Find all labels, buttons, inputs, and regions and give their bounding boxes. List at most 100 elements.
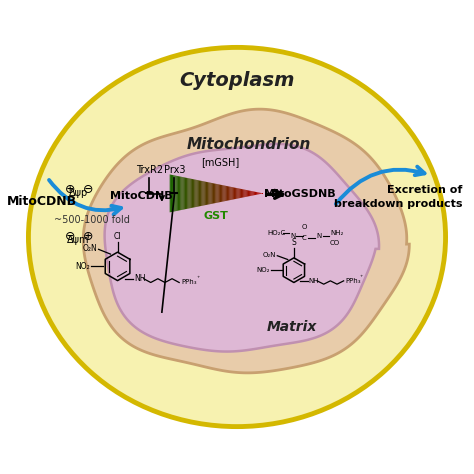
Polygon shape [197, 180, 198, 207]
Text: ~500-1000 fold: ~500-1000 fold [55, 215, 130, 225]
Polygon shape [170, 174, 171, 212]
Polygon shape [238, 189, 240, 198]
Polygon shape [242, 189, 243, 198]
Polygon shape [221, 185, 222, 202]
Text: ⊕: ⊕ [65, 183, 75, 196]
Polygon shape [261, 193, 262, 194]
Polygon shape [228, 186, 229, 201]
Polygon shape [194, 180, 195, 208]
Text: Mitochondrion: Mitochondrion [187, 137, 311, 152]
Text: Δψp: Δψp [69, 188, 88, 198]
Text: Cytoplasm: Cytoplasm [179, 71, 295, 90]
Polygon shape [190, 179, 191, 209]
Polygon shape [188, 178, 190, 209]
Text: N: N [317, 233, 322, 238]
Polygon shape [237, 188, 238, 199]
Text: GST: GST [203, 211, 228, 221]
Text: MitoCDNB: MitoCDNB [110, 191, 173, 201]
Text: N: N [290, 233, 295, 238]
Text: PPh₃: PPh₃ [181, 280, 197, 285]
Polygon shape [257, 192, 258, 195]
Polygon shape [234, 188, 235, 200]
Polygon shape [227, 186, 228, 201]
Polygon shape [213, 183, 214, 204]
Text: O₂N: O₂N [263, 252, 276, 258]
Polygon shape [219, 184, 220, 202]
Polygon shape [247, 190, 248, 197]
Polygon shape [83, 109, 410, 373]
Polygon shape [225, 186, 226, 201]
Polygon shape [175, 176, 177, 211]
Polygon shape [226, 186, 227, 201]
Polygon shape [200, 181, 201, 206]
Polygon shape [171, 175, 172, 212]
Polygon shape [173, 175, 174, 212]
Text: Δψm: Δψm [67, 235, 90, 246]
Polygon shape [256, 192, 257, 195]
Polygon shape [245, 190, 246, 197]
Text: O₂N: O₂N [82, 244, 97, 253]
Polygon shape [218, 184, 219, 203]
Text: PPh₃: PPh₃ [345, 278, 361, 284]
Polygon shape [246, 190, 247, 197]
Polygon shape [214, 183, 215, 203]
Polygon shape [241, 189, 242, 198]
Polygon shape [184, 177, 185, 210]
Polygon shape [243, 190, 245, 197]
Polygon shape [254, 191, 255, 195]
Polygon shape [172, 175, 173, 212]
Polygon shape [216, 184, 218, 203]
Polygon shape [249, 191, 250, 196]
Polygon shape [229, 187, 230, 200]
Polygon shape [248, 191, 249, 197]
Polygon shape [195, 180, 197, 207]
Text: NH: NH [134, 274, 146, 283]
Text: MitoGSDNB: MitoGSDNB [264, 189, 336, 200]
Polygon shape [193, 179, 194, 208]
Polygon shape [203, 182, 205, 206]
Polygon shape [179, 176, 180, 210]
Text: Matrix: Matrix [266, 320, 317, 334]
Polygon shape [250, 191, 251, 196]
Polygon shape [223, 185, 225, 201]
Text: Excretion of: Excretion of [387, 184, 462, 195]
Text: NH₂: NH₂ [330, 230, 343, 236]
Text: Cl: Cl [114, 232, 121, 241]
Polygon shape [185, 178, 186, 210]
Polygon shape [187, 178, 188, 209]
Text: [mGSH]: [mGSH] [201, 157, 239, 167]
Text: ⊕: ⊕ [83, 230, 93, 244]
Polygon shape [215, 184, 216, 203]
Polygon shape [258, 192, 260, 194]
Polygon shape [207, 182, 208, 205]
Polygon shape [208, 182, 210, 205]
Polygon shape [210, 183, 212, 204]
Polygon shape [191, 179, 192, 208]
Polygon shape [235, 188, 236, 199]
Polygon shape [205, 182, 206, 205]
Text: Prx3: Prx3 [164, 165, 185, 175]
Polygon shape [236, 188, 237, 199]
Text: ⊖: ⊖ [83, 183, 93, 196]
Polygon shape [180, 177, 182, 210]
Polygon shape [251, 191, 253, 196]
Text: breakdown products: breakdown products [334, 199, 462, 209]
Polygon shape [232, 187, 233, 200]
Polygon shape [192, 179, 193, 208]
Polygon shape [199, 181, 200, 207]
Text: S: S [292, 238, 296, 247]
Polygon shape [174, 175, 175, 211]
Polygon shape [206, 182, 207, 205]
Text: TrxR2: TrxR2 [136, 165, 163, 175]
Text: NH: NH [309, 278, 319, 284]
Polygon shape [201, 181, 202, 206]
Ellipse shape [28, 47, 446, 427]
Text: ⁺: ⁺ [359, 275, 363, 280]
Polygon shape [202, 181, 203, 206]
Text: ⊖: ⊖ [65, 230, 75, 244]
Polygon shape [220, 185, 221, 202]
Polygon shape [240, 189, 241, 198]
Polygon shape [177, 176, 178, 211]
Polygon shape [182, 177, 184, 210]
Polygon shape [198, 180, 199, 207]
